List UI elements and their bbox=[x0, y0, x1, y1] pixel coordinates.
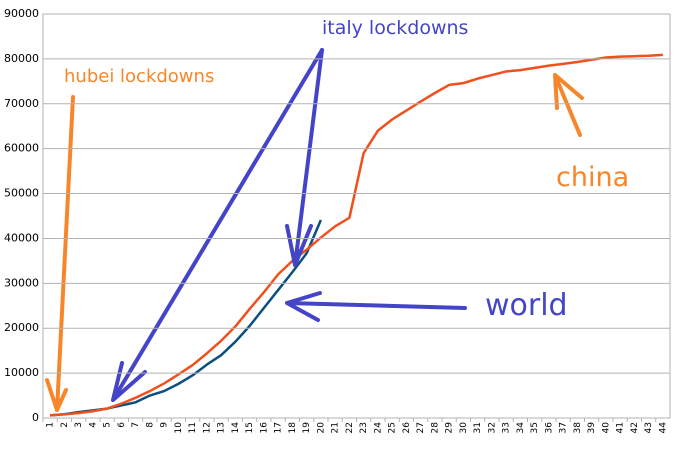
x-tick-label: 12 bbox=[202, 422, 212, 433]
x-tick-label: 16 bbox=[259, 422, 269, 434]
italy-arrow-2 bbox=[285, 48, 324, 267]
x-tick-label: 17 bbox=[274, 422, 284, 433]
x-tick-label: 4 bbox=[88, 422, 98, 428]
x-tick-label: 32 bbox=[487, 422, 497, 433]
x-tick-label: 42 bbox=[630, 422, 640, 433]
x-tick-label: 21 bbox=[331, 422, 341, 433]
x-tick-label: 26 bbox=[402, 422, 412, 434]
y-tick-label: 50000 bbox=[4, 187, 39, 200]
x-tick-label: 37 bbox=[559, 422, 569, 433]
x-tick-label: 38 bbox=[573, 422, 583, 434]
annotation: world bbox=[485, 288, 568, 323]
x-tick-label: 2 bbox=[60, 422, 70, 428]
annotation: china bbox=[556, 162, 629, 193]
x-tick-label: 27 bbox=[416, 422, 426, 433]
x-tick-label: 3 bbox=[74, 422, 84, 428]
y-tick-label: 90000 bbox=[4, 7, 39, 20]
y-tick-label: 30000 bbox=[4, 276, 39, 289]
x-tick-label: 14 bbox=[231, 422, 241, 434]
x-tick-label: 5 bbox=[103, 422, 113, 428]
x-tick-label: 10 bbox=[174, 422, 184, 434]
y-tick-label: 60000 bbox=[4, 142, 39, 155]
x-tick-label: 40 bbox=[601, 422, 611, 434]
x-tick-label: 39 bbox=[587, 422, 597, 434]
series-line bbox=[50, 53, 663, 417]
world-arrow bbox=[285, 291, 467, 322]
x-tick-label: 13 bbox=[217, 422, 227, 433]
y-tick-label: 20000 bbox=[4, 321, 39, 334]
x-tick-label: 31 bbox=[473, 422, 483, 433]
china-arrow bbox=[553, 73, 584, 137]
x-tick-label: 43 bbox=[644, 422, 654, 433]
y-tick-label: 80000 bbox=[4, 52, 39, 65]
x-tick-label: 41 bbox=[616, 422, 626, 433]
y-tick-label: 70000 bbox=[4, 97, 39, 110]
x-tick-label: 11 bbox=[188, 422, 198, 433]
italy-arrow-1 bbox=[111, 48, 324, 402]
x-tick-label: 18 bbox=[288, 422, 298, 434]
x-tick-label: 35 bbox=[530, 422, 540, 433]
x-tick-label: 23 bbox=[359, 422, 369, 433]
y-tick-label: 10000 bbox=[4, 366, 39, 379]
x-tick-label: 30 bbox=[459, 422, 469, 434]
x-tick-label: 6 bbox=[117, 422, 127, 428]
annotation: hubei lockdowns bbox=[64, 66, 214, 87]
x-tick-label: 34 bbox=[516, 422, 526, 434]
x-tick-label: 1 bbox=[46, 422, 56, 428]
x-tick-label: 22 bbox=[345, 422, 355, 433]
annotation: italy lockdowns bbox=[322, 17, 468, 39]
x-tick-label: 15 bbox=[245, 422, 255, 433]
y-tick-label: 40000 bbox=[4, 231, 39, 244]
x-tick-label: 29 bbox=[445, 422, 455, 434]
x-tick-label: 9 bbox=[160, 422, 170, 428]
x-tick-label: 28 bbox=[430, 422, 440, 434]
x-tick-label: 24 bbox=[373, 422, 383, 434]
x-tick-label: 19 bbox=[302, 422, 312, 434]
x-tick-label: 7 bbox=[131, 422, 141, 428]
y-tick-label: 0 bbox=[32, 411, 39, 424]
x-tick-label: 44 bbox=[658, 422, 668, 434]
x-tick-label: 33 bbox=[502, 422, 512, 433]
x-tick-label: 25 bbox=[388, 422, 398, 433]
x-tick-label: 36 bbox=[544, 422, 554, 434]
x-tick-label: 8 bbox=[145, 422, 155, 428]
x-tick-label: 20 bbox=[316, 422, 326, 434]
series-line bbox=[50, 219, 323, 417]
hubei-arrow bbox=[45, 95, 75, 412]
